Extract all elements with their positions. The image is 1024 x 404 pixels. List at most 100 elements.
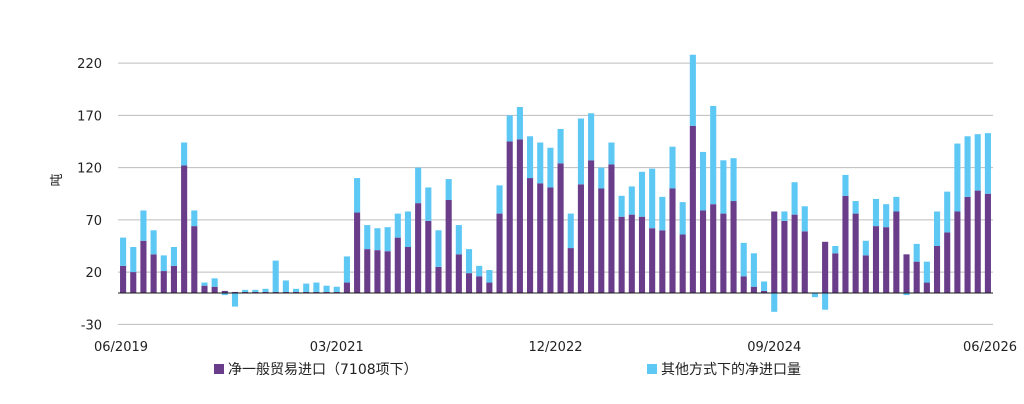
- bar-general-trade-56: [689, 125, 696, 293]
- bar-other-methods-40: [527, 136, 534, 179]
- bar-general-trade-3: [150, 254, 157, 293]
- bar-general-trade-14: [262, 291, 269, 293]
- bar-other-methods-10: [221, 293, 228, 296]
- bar-general-trade-59: [720, 213, 727, 293]
- bar-other-methods-33: [455, 225, 462, 255]
- bar-other-methods-49: [618, 195, 625, 217]
- bar-general-trade-43: [557, 163, 564, 293]
- bar-other-methods-74: [872, 198, 880, 227]
- bar-other-methods-48: [608, 142, 615, 165]
- bar-other-methods-67: [801, 206, 808, 232]
- bar-other-methods-21: [333, 286, 340, 292]
- x-tick-label-2: 12/2022: [528, 340, 582, 355]
- bar-other-methods-57: [699, 151, 707, 211]
- bar-other-methods-36: [486, 270, 493, 283]
- bar-other-methods-8: [201, 282, 208, 286]
- bar-other-methods-38: [506, 115, 513, 142]
- bar-general-trade-19: [313, 291, 320, 293]
- x-axis-ticks: 06/2019 03/2021 12/2022 09/2024 06/2026: [94, 340, 1017, 355]
- bar-other-methods-0: [120, 237, 127, 266]
- bar-general-trade-29: [415, 203, 422, 293]
- bar-general-trade-0: [120, 265, 127, 293]
- bar-other-methods-78: [913, 243, 920, 262]
- bar-general-trade-26: [384, 251, 391, 293]
- bar-general-trade-12: [242, 291, 249, 293]
- bar-other-methods-64: [771, 293, 778, 312]
- bar-other-methods-9: [211, 278, 218, 287]
- bar-other-methods-73: [862, 240, 869, 256]
- bar-general-trade-32: [445, 199, 452, 293]
- bar-general-trade-51: [638, 216, 646, 293]
- bar-general-trade-47: [598, 188, 605, 293]
- bar-other-methods-68: [811, 293, 818, 298]
- bar-other-methods-22: [343, 256, 350, 283]
- bars: [120, 54, 991, 312]
- bar-other-methods-58: [710, 105, 717, 205]
- bar-general-trade-11: [231, 291, 239, 293]
- bar-general-trade-53: [659, 230, 666, 293]
- bar-general-trade-42: [547, 187, 554, 293]
- bar-other-methods-65: [781, 211, 788, 221]
- bar-other-methods-18: [303, 283, 310, 292]
- bar-other-methods-80: [933, 211, 941, 246]
- bar-other-methods-60: [730, 158, 737, 202]
- legend-label-other-methods: 其他方式下的净进口量: [661, 362, 801, 378]
- bar-general-trade-80: [933, 245, 941, 293]
- legend-label-general-trade: 净一般贸易进口（7108项下）: [228, 362, 418, 378]
- bar-general-trade-37: [496, 213, 503, 293]
- legend-swatch-other-methods: [647, 364, 657, 374]
- bar-general-trade-81: [944, 232, 951, 293]
- bar-general-trade-44: [567, 248, 574, 293]
- bar-general-trade-65: [781, 220, 788, 293]
- bar-other-methods-30: [425, 187, 432, 221]
- bar-general-trade-17: [293, 291, 300, 293]
- bar-general-trade-25: [374, 250, 381, 293]
- bar-general-trade-79: [923, 282, 930, 293]
- y-tick-label-3: 120: [77, 162, 102, 177]
- bar-general-trade-67: [801, 231, 808, 293]
- bar-other-methods-6: [181, 142, 188, 166]
- bar-general-trade-6: [181, 165, 188, 293]
- gridlines: [118, 62, 993, 325]
- bar-general-trade-16: [282, 291, 289, 293]
- bar-other-methods-76: [893, 196, 900, 212]
- bar-other-methods-55: [679, 202, 686, 235]
- bar-other-methods-1: [130, 247, 137, 273]
- legend-swatch-general-trade: [214, 364, 224, 374]
- bar-other-methods-75: [883, 204, 890, 228]
- bar-other-methods-11: [231, 293, 239, 307]
- bar-general-trade-84: [974, 190, 981, 293]
- bar-general-trade-66: [791, 214, 798, 293]
- bar-other-methods-51: [638, 171, 646, 217]
- bar-other-methods-41: [537, 142, 544, 184]
- bar-other-methods-82: [954, 143, 961, 212]
- bar-general-trade-60: [730, 201, 737, 293]
- bar-general-trade-10: [221, 290, 228, 293]
- bar-other-methods-4: [160, 255, 167, 272]
- bar-general-trade-39: [516, 139, 523, 293]
- bar-other-methods-2: [140, 210, 147, 241]
- bar-other-methods-3: [150, 230, 157, 255]
- bar-general-trade-54: [669, 188, 676, 293]
- bar-general-trade-13: [252, 291, 259, 293]
- bar-general-trade-57: [699, 210, 707, 293]
- bar-general-trade-72: [852, 213, 859, 293]
- bar-other-methods-15: [272, 260, 279, 292]
- bar-general-trade-4: [160, 271, 167, 293]
- bar-other-methods-44: [567, 213, 574, 249]
- bar-general-trade-18: [303, 291, 310, 293]
- bar-general-trade-85: [984, 193, 991, 293]
- bar-general-trade-75: [883, 227, 890, 293]
- bar-general-trade-70: [832, 253, 839, 293]
- bar-general-trade-7: [191, 226, 198, 293]
- bar-other-methods-39: [516, 106, 523, 140]
- bar-general-trade-20: [323, 291, 330, 293]
- bar-other-methods-53: [659, 196, 666, 231]
- bar-other-methods-29: [415, 167, 422, 204]
- bar-general-trade-46: [588, 160, 595, 293]
- bar-other-methods-59: [720, 160, 727, 214]
- bar-general-trade-62: [750, 286, 757, 293]
- bar-other-methods-83: [964, 136, 971, 197]
- y-axis-ticks: -30 20 70 120 170 220: [77, 57, 102, 333]
- bar-other-methods-84: [974, 134, 981, 191]
